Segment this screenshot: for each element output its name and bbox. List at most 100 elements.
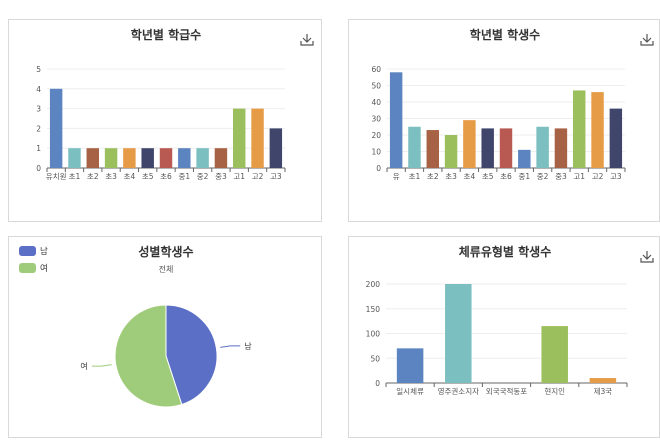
chart-subtitle: 전체 — [159, 264, 174, 274]
y-tick-label: 30 — [371, 115, 381, 124]
bar[interactable] — [589, 378, 617, 383]
bar[interactable] — [123, 148, 136, 168]
bar[interactable] — [541, 326, 568, 383]
chart-panel-grade-classes: 학년별 학급수 0 1 2 3 4 5 유치원 초1 초2 초3 초4 초5 초6 중1 중2 중3 고1 고2 고3 — [8, 19, 322, 222]
bar[interactable] — [104, 148, 118, 168]
y-tick-label: 20 — [371, 131, 381, 140]
bar[interactable] — [518, 149, 531, 168]
x-tick-label: 유치원 — [46, 172, 67, 181]
x-tick-label: 고3 — [610, 172, 622, 181]
y-tick-label: 2 — [36, 124, 41, 133]
y-tick-label: 50 — [371, 82, 381, 91]
pie-label-line — [91, 364, 112, 367]
chart-title: 학년별 학생수 — [470, 27, 540, 42]
x-tick-label: 초2 — [87, 172, 99, 181]
chart-title: 학년별 학급수 — [131, 27, 201, 42]
y-tick-label: 0 — [375, 379, 380, 388]
legend-label[interactable]: 여 — [40, 263, 48, 274]
x-tick-label: 중2 — [537, 172, 549, 181]
chart-title: 체류유형별 학생수 — [459, 244, 552, 259]
x-tick-label: 고2 — [592, 172, 604, 181]
x-tick-label: 초4 — [124, 172, 136, 181]
chart-svg-residence-type: 체류유형별 학생수 0 50 100 150 200 일시체류 영주권소지자 외국국적동포 현지인… — [366, 244, 654, 396]
x-tick-label: 초1 — [69, 172, 81, 181]
pie-slice-label: 남 — [244, 342, 252, 351]
bar[interactable] — [141, 148, 154, 168]
x-tick-label: 고3 — [270, 172, 282, 181]
y-tick-label: 150 — [366, 305, 381, 314]
x-tick-label: 영주권소지자 — [438, 386, 479, 396]
y-tick-label: 200 — [366, 280, 381, 289]
bar[interactable] — [481, 128, 494, 168]
bar[interactable] — [408, 126, 421, 168]
x-tick-label: 중3 — [555, 172, 567, 181]
download-icon[interactable] — [640, 34, 654, 46]
x-tick-label: 중3 — [215, 172, 227, 181]
bar[interactable] — [444, 135, 458, 168]
legend-label[interactable]: 남 — [40, 247, 48, 257]
bar[interactable] — [196, 148, 209, 168]
bar[interactable] — [214, 148, 228, 168]
x-tick-label: 고2 — [252, 172, 264, 181]
y-tick-label: 100 — [366, 330, 381, 339]
chart-panel-residence-type: 체류유형별 학생수 0 50 100 150 200 일시체류 영주권소지자 외국국적동포 현지인… — [348, 236, 660, 438]
y-tick-label: 60 — [371, 65, 381, 74]
pie-label-line — [220, 345, 241, 348]
pie-slice[interactable] — [114, 304, 183, 408]
bar[interactable] — [463, 120, 476, 168]
x-tick-label: 초2 — [427, 172, 439, 181]
bar[interactable] — [178, 148, 191, 168]
chart-panel-grade-students: 학년별 학생수 0 10 20 30 40 50 60 유 초1 초2 초3 초4 초5 초6 중1 중2 중3 고… — [348, 19, 660, 222]
chart-svg-grade-students: 학년별 학생수 0 10 20 30 40 50 60 유 초1 초2 초3 초4 초5 초6 중1 중2 중3 고… — [371, 27, 654, 181]
x-tick-label: 초4 — [464, 172, 476, 181]
bar[interactable] — [233, 108, 246, 168]
x-tick-label: 유 — [393, 172, 400, 181]
bar[interactable] — [396, 348, 424, 383]
legend-swatch[interactable] — [19, 246, 36, 256]
chart-title: 성별학생수 — [138, 244, 193, 259]
bar[interactable] — [159, 148, 173, 168]
download-icon[interactable] — [640, 251, 654, 263]
bar[interactable] — [86, 148, 99, 168]
y-tick-label: 3 — [36, 105, 41, 114]
x-tick-label: 중2 — [197, 172, 209, 181]
pie-slice[interactable] — [165, 304, 218, 406]
y-tick-label: 10 — [371, 148, 381, 157]
x-tick-label: 초6 — [160, 172, 172, 181]
bar[interactable] — [251, 108, 264, 168]
x-tick-label: 초5 — [142, 172, 154, 181]
bar[interactable] — [68, 148, 81, 168]
x-tick-label: 외국국적동포 — [486, 386, 527, 396]
bar[interactable] — [49, 88, 63, 168]
download-icon[interactable] — [300, 34, 314, 46]
y-tick-label: 0 — [36, 164, 41, 173]
y-tick-label: 5 — [36, 65, 41, 74]
x-tick-label: 현지인 — [544, 386, 565, 396]
x-tick-label: 고1 — [233, 172, 245, 181]
bar[interactable] — [536, 126, 549, 168]
bar[interactable] — [609, 108, 623, 168]
bar[interactable] — [445, 284, 472, 383]
pie-slice-label: 여 — [80, 361, 87, 371]
chart-panel-gender-students: 성별학생수 전체 남 여 남 여 — [8, 236, 322, 438]
y-tick-label: 4 — [36, 85, 41, 94]
y-tick-label: 1 — [36, 144, 41, 153]
bar[interactable] — [389, 72, 403, 168]
bar[interactable] — [426, 130, 439, 168]
bar[interactable] — [499, 128, 513, 168]
x-tick-label: 초1 — [409, 172, 421, 181]
x-tick-label: 중1 — [178, 172, 190, 181]
bar[interactable] — [269, 128, 283, 168]
x-tick-label: 초3 — [105, 172, 117, 181]
x-tick-label: 초3 — [445, 172, 457, 181]
x-tick-label: 초6 — [500, 172, 512, 181]
x-tick-label: 고1 — [573, 172, 585, 181]
legend-swatch[interactable] — [19, 263, 36, 273]
bar[interactable] — [591, 92, 604, 168]
y-tick-label: 0 — [376, 164, 381, 173]
x-tick-label: 일시체류 — [396, 386, 424, 396]
x-tick-label: 중1 — [518, 172, 530, 181]
bar[interactable] — [573, 90, 586, 168]
bar[interactable] — [554, 128, 568, 168]
